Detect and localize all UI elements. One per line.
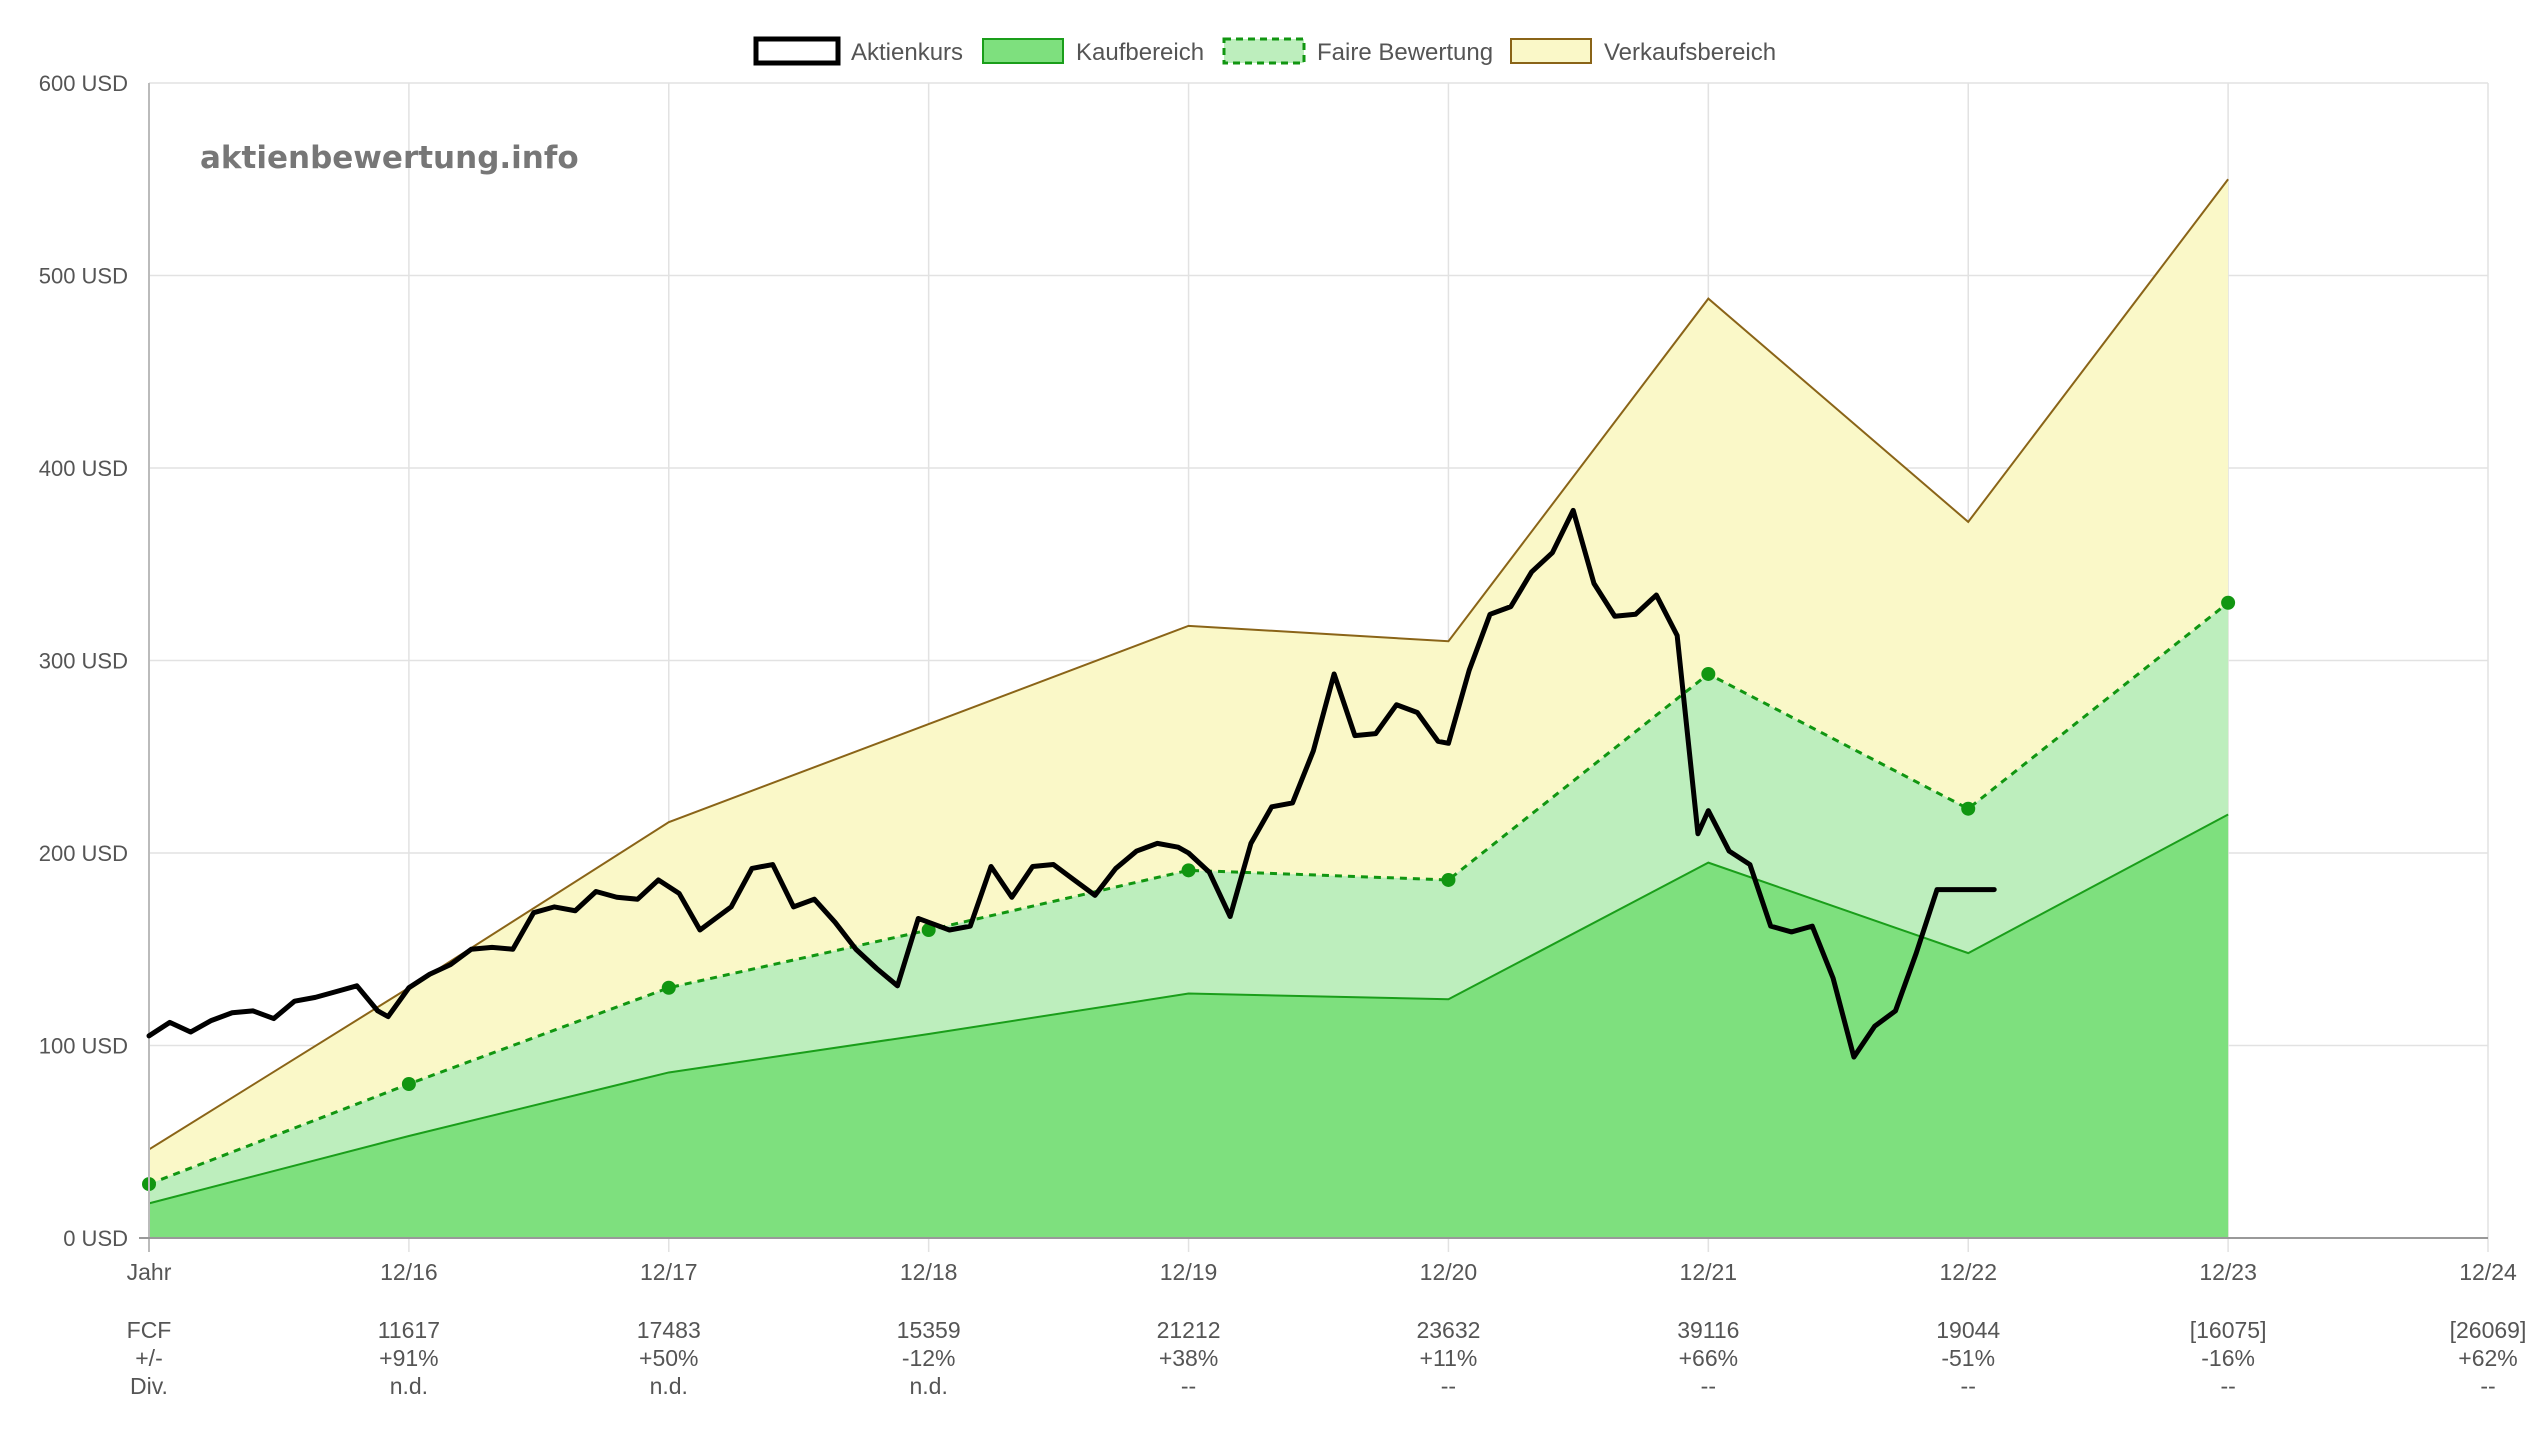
table-cell: +38% (1159, 1345, 1218, 1371)
table-cell: +50% (639, 1345, 698, 1371)
fair-value-point (1441, 872, 1456, 887)
valuation-zones (142, 178, 2236, 1238)
table-cell: 21212 (1157, 1317, 1221, 1343)
legend-label: Faire Bewertung (1317, 39, 1493, 66)
x-tick-label: Jahr (127, 1259, 172, 1285)
table-cell: 15359 (897, 1317, 961, 1343)
x-tick-label: 12/24 (2459, 1259, 2517, 1285)
table-cell: +11% (1420, 1345, 1478, 1371)
y-tick-label: 100 USD (39, 1034, 128, 1059)
fair-value-line (148, 601, 2230, 1186)
buy-zone-swatch (982, 38, 1064, 64)
fair-value-point (401, 1077, 416, 1091)
table-cell: 17483 (637, 1317, 701, 1343)
fair-value-point (1961, 801, 1976, 816)
table-cell: -- (2480, 1373, 2495, 1399)
table-row-label: Div. (130, 1373, 168, 1399)
x-tick-label: 12/19 (1160, 1259, 1218, 1285)
stock-price-swatch (753, 36, 841, 66)
table-cell: 23632 (1416, 1317, 1480, 1343)
x-tick-label: 12/17 (640, 1259, 698, 1285)
table-row-label: FCF (127, 1317, 172, 1343)
x-tick-label: 12/21 (1680, 1259, 1738, 1285)
table-cell: +91% (379, 1345, 438, 1371)
table-cell: n.d. (650, 1373, 688, 1399)
table-cell: +66% (1679, 1345, 1738, 1371)
x-tick-label: 12/18 (900, 1259, 958, 1285)
table-cell: -- (2220, 1373, 2235, 1399)
x-tick-label: 12/23 (2199, 1259, 2257, 1285)
y-tick-label: 0 USD (63, 1226, 128, 1251)
fair-value-point (1701, 666, 1716, 681)
x-axis-ticks: Jahr 12/16 12/17 12/18 12/19 12/20 12/21 12/22 1… (127, 1259, 2517, 1285)
fair-value-point (1181, 863, 1196, 878)
legend-label: Kaufbereich (1076, 39, 1204, 66)
y-tick-label: 400 USD (39, 456, 128, 481)
table-cell: +62% (2458, 1345, 2517, 1371)
table-cell: 19044 (1936, 1317, 2000, 1343)
stock-price-line (146, 507, 1997, 1060)
y-tick-label: 200 USD (39, 841, 128, 866)
table-cell: -- (1441, 1373, 1456, 1399)
sell-zone-swatch (1510, 38, 1592, 64)
chart-legend[interactable]: Aktienkurs Kaufbereich Faire Bewertung Verk… (753, 36, 1776, 66)
table-cell: -16% (2201, 1345, 2255, 1371)
buy-zone-area (149, 814, 2229, 1238)
chart-axes (139, 83, 2488, 1252)
fair-value-point (661, 980, 676, 995)
y-tick-label: 300 USD (39, 649, 128, 674)
fair-value-point (2221, 595, 2236, 610)
watermark-text: aktienbewertung.info (200, 140, 579, 176)
table-cell: -- (1961, 1373, 1976, 1399)
table-row-label: +/- (135, 1345, 162, 1371)
table-cell: -51% (1941, 1345, 1995, 1371)
x-tick-label: 12/22 (1939, 1259, 1997, 1285)
buy-zone-line (148, 813, 2229, 1205)
table-cell: -- (1701, 1373, 1716, 1399)
y-tick-label: 500 USD (39, 264, 128, 289)
chart-lines (146, 507, 1997, 1060)
table-cell: -12% (902, 1345, 956, 1371)
fundamentals-table: FCF 11617 17483 15359 21212 23632 39116 19044 [1… (127, 1317, 2527, 1399)
table-cell: 11617 (378, 1317, 440, 1343)
table-cell: -- (1181, 1373, 1196, 1399)
y-axis-ticks: 0 USD 100 USD 200 USD 300 USD 400 USD 500 USD… (39, 71, 128, 1251)
legend-label: Aktienkurs (851, 39, 963, 66)
table-cell: n.d. (909, 1373, 947, 1399)
table-cell: [26069] (2450, 1317, 2527, 1343)
x-tick-label: 12/20 (1420, 1259, 1478, 1285)
table-cell: 39116 (1677, 1317, 1739, 1343)
table-cell: n.d. (390, 1373, 428, 1399)
table-cell: [16075] (2190, 1317, 2267, 1343)
y-tick-label: 600 USD (39, 71, 128, 96)
sell-zone-line (148, 178, 2229, 1151)
x-tick-label: 12/16 (380, 1259, 438, 1285)
fair-value-point (921, 923, 936, 937)
legend-label: Verkaufsbereich (1604, 39, 1776, 66)
fair-value-swatch (1222, 37, 1306, 65)
